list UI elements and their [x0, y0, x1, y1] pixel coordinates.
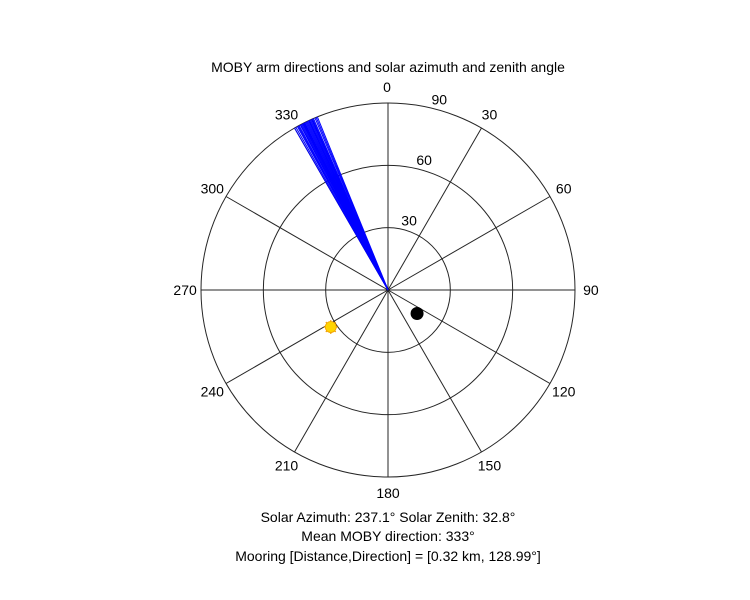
arm-direction-line-26: [316, 116, 389, 291]
radius-tick-labels: 30 60 90: [401, 92, 447, 229]
spoke-60: [387, 196, 551, 291]
angle-tick-label-150: 150: [478, 458, 502, 474]
spoke-30: [387, 127, 482, 291]
mooring-marker: [410, 307, 424, 321]
spoke-210: [294, 289, 389, 453]
spoke-120: [387, 289, 551, 384]
radius-tick-label-90: 90: [431, 92, 447, 108]
angle-tick-label-270: 270: [173, 282, 197, 298]
angle-tick-labels: 0 30 60 90 120 150 180 210 240 270 300 330: [173, 79, 598, 501]
angle-tick-label-0: 0: [383, 79, 391, 95]
angle-tick-label-120: 120: [552, 383, 576, 399]
radius-tick-label-60: 60: [416, 152, 432, 168]
angle-tick-label-180: 180: [376, 485, 400, 501]
angle-tick-label-60: 60: [556, 181, 572, 197]
chart-title: MOBY arm directions and solar azimuth an…: [211, 59, 565, 75]
angle-tick-label-300: 300: [201, 181, 225, 197]
angle-tick-label-210: 210: [275, 458, 299, 474]
radius-tick-label-30: 30: [401, 213, 417, 229]
sun-disc: [324, 321, 337, 333]
caption-mean-direction: Mean MOBY direction: 333°: [301, 528, 474, 544]
caption-solar-angles: Solar Azimuth: 237.1° Solar Zenith: 32.8…: [261, 509, 516, 525]
moby-arm-direction-lines: [294, 116, 389, 291]
markers: [323, 307, 424, 335]
angle-tick-label-240: 240: [201, 383, 225, 399]
caption-mooring: Mooring [Distance,Direction] = [0.32 km,…: [235, 548, 541, 564]
angle-tick-label-30: 30: [482, 106, 498, 122]
angle-tick-label-330: 330: [275, 106, 299, 122]
spoke-300: [225, 196, 389, 291]
sun-marker: [323, 320, 338, 335]
spoke-240: [225, 289, 389, 384]
spoke-150: [387, 289, 482, 453]
angle-tick-label-90: 90: [583, 282, 599, 298]
